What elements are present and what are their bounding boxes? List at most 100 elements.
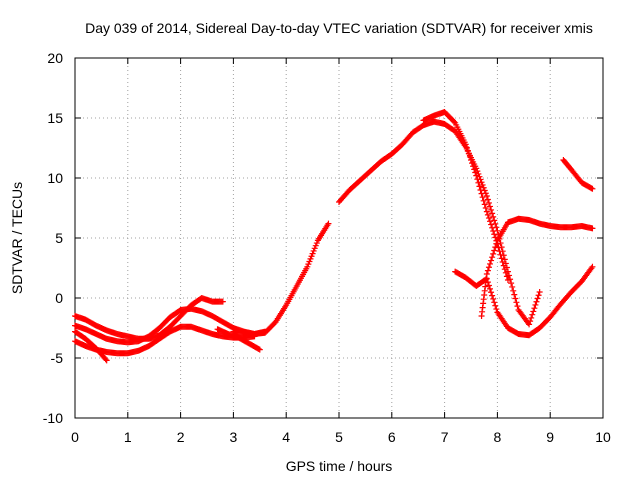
data-point (514, 303, 521, 310)
data-point (487, 218, 494, 225)
data-point (589, 263, 596, 270)
y-tick-label: 15 (47, 110, 63, 126)
data-point (484, 196, 491, 203)
data-point (499, 259, 506, 265)
data-point (501, 266, 508, 273)
data-point (483, 193, 490, 199)
data-point (489, 292, 496, 299)
data-point (491, 217, 498, 224)
data-point (474, 176, 481, 183)
data-point (483, 275, 490, 282)
data-point (535, 292, 542, 299)
data-series (72, 109, 596, 364)
y-tick-label: 0 (55, 290, 63, 306)
data-point (531, 305, 538, 312)
data-point (496, 248, 503, 255)
y-tick-label: -10 (43, 410, 63, 426)
data-point (484, 279, 491, 286)
data-point (304, 263, 311, 270)
data-point (481, 201, 488, 208)
data-point (485, 264, 492, 271)
x-tick-label: 3 (230, 429, 238, 445)
data-point (485, 282, 492, 289)
data-point (325, 220, 332, 227)
series-track-c (72, 323, 258, 357)
data-point (484, 211, 491, 218)
y-tick-label: 20 (47, 50, 63, 66)
data-point (493, 306, 500, 313)
data-point (476, 183, 483, 190)
data-point (492, 220, 499, 227)
x-tick-label: 9 (546, 429, 554, 445)
data-point (483, 208, 490, 215)
x-tick-label: 6 (388, 429, 396, 445)
data-point (480, 197, 487, 204)
data-point (532, 301, 539, 308)
data-point (478, 190, 485, 197)
data-point (310, 247, 317, 254)
data-point (489, 224, 496, 231)
data-point (470, 163, 477, 170)
data-point (487, 203, 494, 210)
data-point (462, 141, 469, 148)
data-point (489, 210, 496, 217)
data-point (536, 289, 543, 295)
x-tick-label: 2 (177, 429, 185, 445)
data-point (464, 147, 471, 154)
data-point (219, 298, 226, 305)
data-point (491, 231, 498, 238)
data-point (487, 285, 494, 292)
series-track-j (452, 263, 596, 339)
data-point (482, 205, 489, 211)
x-tick-label: 4 (282, 429, 290, 445)
series-track-i (478, 215, 596, 319)
data-point (473, 172, 480, 179)
data-point (492, 302, 499, 309)
data-point (490, 213, 497, 220)
data-point (490, 250, 497, 257)
data-point (589, 225, 596, 232)
data-point (489, 254, 496, 261)
data-point (503, 273, 510, 280)
data-point (512, 295, 519, 302)
data-point (307, 255, 314, 262)
series-track-f (230, 220, 332, 337)
x-tick-label: 5 (335, 429, 343, 445)
data-point (526, 321, 533, 328)
data-point (485, 199, 492, 206)
x-axis-label: GPS time / hours (286, 458, 393, 474)
data-point (308, 253, 315, 260)
data-point (488, 289, 495, 296)
series-track-k (560, 157, 596, 192)
data-point (475, 179, 482, 186)
data-point (504, 277, 511, 283)
data-point (306, 258, 313, 265)
data-point (488, 257, 495, 264)
chart-title: Day 039 of 2014, Sidereal Day-to-day VTE… (85, 20, 593, 36)
data-point (510, 287, 517, 294)
series-track-h (420, 109, 511, 283)
data-point (529, 311, 536, 318)
axis-ticks: 0 1 2 3 4 5 6 7 8 9 10 -10 -5 0 5 10 15 20 (43, 50, 611, 445)
data-point (491, 247, 498, 254)
data-point (312, 242, 319, 249)
data-point (488, 221, 495, 228)
x-tick-label: 0 (71, 429, 79, 445)
data-point (471, 166, 478, 173)
data-point (502, 269, 509, 276)
data-point (490, 228, 497, 235)
data-point (491, 299, 498, 306)
data-point (468, 157, 474, 163)
data-point (484, 267, 491, 274)
data-point (311, 245, 318, 252)
series-track-d (72, 328, 110, 364)
data-point (497, 240, 504, 247)
data-point (463, 144, 470, 151)
data-point (589, 185, 596, 192)
data-point (530, 308, 537, 315)
data-point (500, 262, 507, 269)
data-point (534, 295, 541, 302)
data-point (490, 295, 497, 302)
y-tick-label: 5 (55, 230, 63, 246)
